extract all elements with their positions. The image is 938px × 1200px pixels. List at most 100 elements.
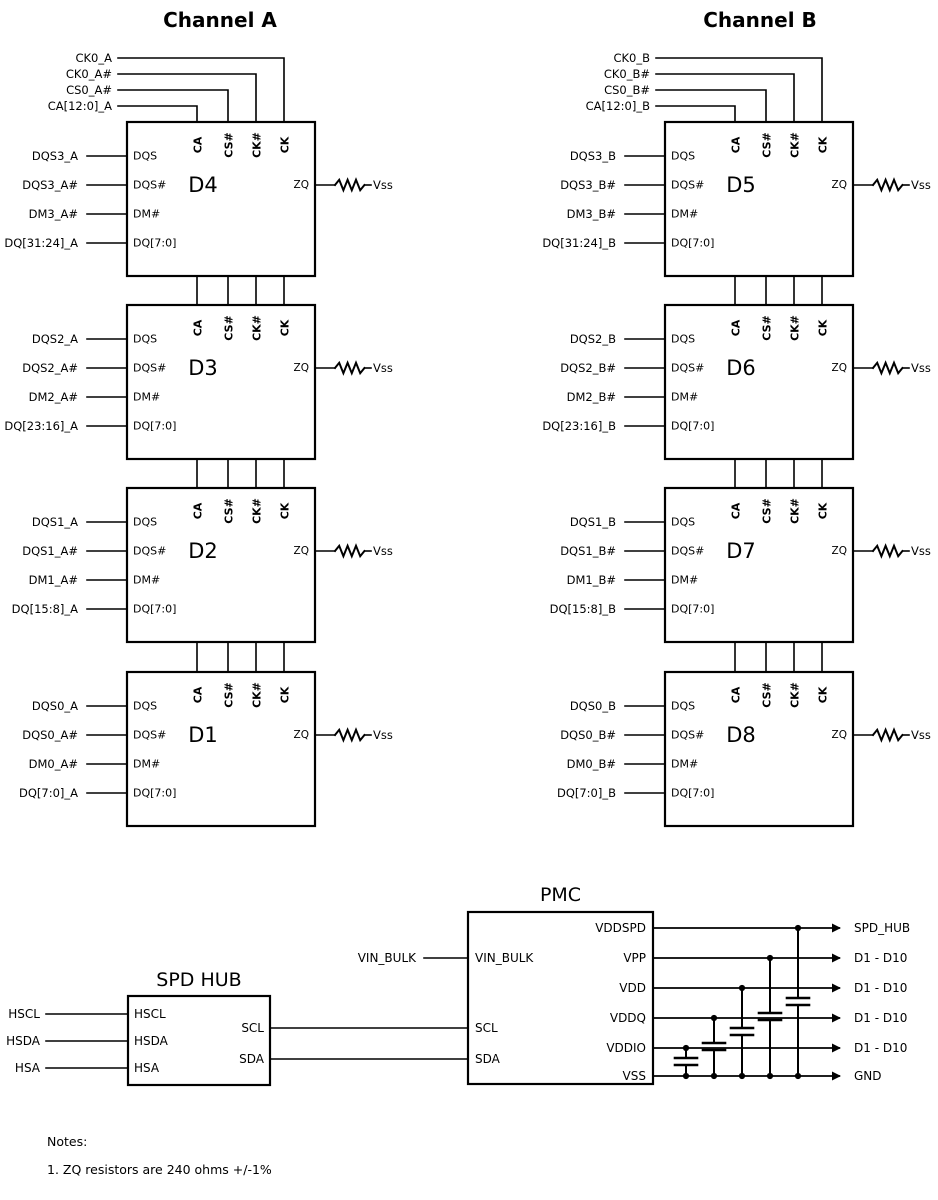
pin-label-d2-CK: CK bbox=[278, 502, 292, 520]
zq-resistor-d4 bbox=[333, 177, 366, 193]
pin-label-d7-CKh: CK# bbox=[788, 498, 802, 524]
zq-pin-label-d7: ZQ bbox=[831, 545, 847, 557]
zq-resistor-d6 bbox=[871, 360, 904, 376]
device-name-d4: D4 bbox=[188, 173, 218, 197]
bus-label-a-3: CA[12:0]_A bbox=[47, 99, 112, 113]
signal-label-d4-0: DQS3_A bbox=[31, 149, 78, 163]
pmc-vin-bulk-signal: VIN_BULK bbox=[357, 951, 416, 965]
pin-name-d8-0: DQS bbox=[671, 699, 696, 713]
pin-name-d3-1: DQS# bbox=[133, 361, 167, 375]
bus-line-a-0 bbox=[117, 57, 285, 123]
pin-label-d2-CKh: CK# bbox=[250, 498, 264, 524]
signal-label-d7-0: DQS1_B bbox=[569, 515, 616, 529]
pin-name-d2-3: DQ[7:0] bbox=[133, 602, 177, 616]
zq-resistor-d1 bbox=[333, 727, 366, 743]
zq-pin-label-d8: ZQ bbox=[831, 729, 847, 741]
pmc-rail-label-4: D1 - D10 bbox=[854, 1041, 908, 1055]
pin-name-d1-1: DQS# bbox=[133, 728, 167, 742]
pin-label-d3-CA: CA bbox=[191, 319, 205, 337]
pin-name-d8-1: DQS# bbox=[671, 728, 705, 742]
bus-line-a-3 bbox=[117, 105, 198, 123]
cap-junction-gnd-0 bbox=[682, 1072, 690, 1080]
vss-label-d2: Vss bbox=[373, 544, 393, 558]
pin-label-d2-CA: CA bbox=[191, 502, 205, 520]
cap-junction-top-2 bbox=[738, 984, 746, 992]
bus-label-a-2: CS0_A# bbox=[66, 83, 112, 97]
spd-hub-left-pin-2: HSA bbox=[134, 1061, 160, 1075]
pin-name-d5-3: DQ[7:0] bbox=[671, 236, 715, 250]
pin-label-d6-CKh: CK# bbox=[788, 315, 802, 341]
device-block-d8 bbox=[663, 670, 855, 828]
pin-name-d3-0: DQS bbox=[133, 332, 158, 346]
pin-label-d1-CK: CK bbox=[278, 686, 292, 704]
signal-label-d2-1: DQS1_A# bbox=[22, 544, 78, 558]
pin-name-d6-2: DM# bbox=[671, 390, 699, 404]
bus-line-b-1 bbox=[655, 73, 795, 123]
pmc-left-pin-2: SDA bbox=[475, 1052, 500, 1066]
pin-name-d4-3: DQ[7:0] bbox=[133, 236, 177, 250]
zq-pin-label-d6: ZQ bbox=[831, 362, 847, 374]
pin-name-d4-0: DQS bbox=[133, 149, 158, 163]
zq-resistor-d3 bbox=[333, 360, 366, 376]
bus-label-b-3: CA[12:0]_B bbox=[585, 99, 650, 113]
signal-label-d8-3: DQ[7:0]_B bbox=[556, 786, 616, 800]
pin-label-d1-CA: CA bbox=[191, 686, 205, 704]
pin-name-d5-1: DQS# bbox=[671, 178, 705, 192]
cap-junction-gnd-4 bbox=[794, 1072, 802, 1080]
notes-heading: Notes: bbox=[47, 1134, 88, 1149]
pmc-block bbox=[466, 910, 655, 1086]
signal-label-d1-2: DM0_A# bbox=[28, 757, 78, 771]
pin-label-d4-CK: CK bbox=[278, 136, 292, 154]
bus-line-b-0 bbox=[655, 57, 823, 123]
pin-name-d3-3: DQ[7:0] bbox=[133, 419, 177, 433]
signal-label-d6-2: DM2_B# bbox=[566, 390, 616, 404]
pin-name-d4-2: DM# bbox=[133, 207, 161, 221]
device-block-d4 bbox=[125, 120, 317, 278]
zq-resistor-d8 bbox=[871, 727, 904, 743]
bus-line-b-3 bbox=[655, 105, 736, 123]
bus-line-b-2 bbox=[655, 89, 767, 123]
pin-label-d8-CSh: CS# bbox=[760, 682, 774, 708]
pin-label-d8-CK: CK bbox=[816, 686, 830, 704]
signal-label-d5-1: DQS3_B# bbox=[560, 178, 616, 192]
zq-pin-label-d5: ZQ bbox=[831, 179, 847, 191]
zq-pin-label-d4: ZQ bbox=[293, 179, 309, 191]
pin-label-d4-CKh: CK# bbox=[250, 132, 264, 158]
pin-label-d4-CA: CA bbox=[191, 136, 205, 154]
pin-name-d6-1: DQS# bbox=[671, 361, 705, 375]
zq-pin-label-d1: ZQ bbox=[293, 729, 309, 741]
signal-label-d1-0: DQS0_A bbox=[31, 699, 78, 713]
pmc-title: PMC bbox=[539, 884, 582, 906]
spd-hub-left-signal-2: HSA bbox=[14, 1061, 40, 1075]
pin-label-d8-CA: CA bbox=[729, 686, 743, 704]
device-block-d6 bbox=[663, 303, 855, 461]
pin-name-d6-0: DQS bbox=[671, 332, 696, 346]
device-name-d7: D7 bbox=[726, 539, 756, 563]
pin-label-d3-CSh: CS# bbox=[222, 315, 236, 341]
signal-label-d5-2: DM3_B# bbox=[566, 207, 616, 221]
pin-label-d7-CSh: CS# bbox=[760, 498, 774, 524]
zq-resistor-d2 bbox=[333, 543, 366, 559]
pin-name-d8-3: DQ[7:0] bbox=[671, 786, 715, 800]
vss-label-d1: Vss bbox=[373, 728, 393, 742]
pin-name-d8-2: DM# bbox=[671, 757, 699, 771]
signal-label-d5-3: DQ[31:24]_B bbox=[542, 236, 616, 250]
signal-label-d2-2: DM1_A# bbox=[28, 573, 78, 587]
cap-junction-top-0 bbox=[682, 1044, 690, 1052]
vss-label-d6: Vss bbox=[911, 361, 931, 375]
bus-label-b-2: CS0_B# bbox=[604, 83, 650, 97]
pin-name-d7-3: DQ[7:0] bbox=[671, 602, 715, 616]
pin-label-d8-CKh: CK# bbox=[788, 682, 802, 708]
spd-hub-title: SPD HUB bbox=[156, 969, 242, 991]
signal-label-d7-3: DQ[15:8]_B bbox=[549, 602, 616, 616]
pin-label-d3-CK: CK bbox=[278, 319, 292, 337]
signal-label-d7-2: DM1_B# bbox=[566, 573, 616, 587]
cap-junction-gnd-3 bbox=[766, 1072, 774, 1080]
pmc-right-pin-3: VDDQ bbox=[609, 1011, 646, 1025]
device-block-d7 bbox=[663, 486, 855, 644]
pin-name-d5-0: DQS bbox=[671, 149, 696, 163]
pmc-rail-label-2: D1 - D10 bbox=[854, 981, 908, 995]
pmc-left-pin-0: VIN_BULK bbox=[475, 951, 534, 965]
